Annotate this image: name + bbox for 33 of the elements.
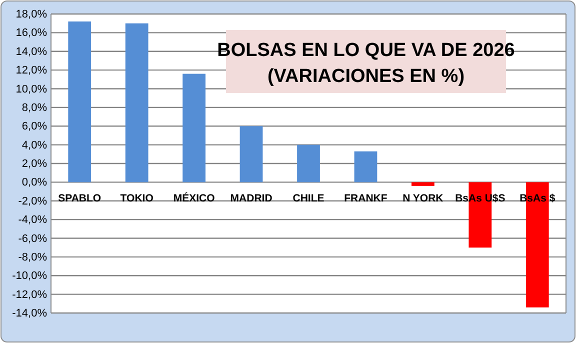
x-tick-label: SPABLO [58,192,102,205]
y-tick-label: -4,0% [18,214,48,226]
y-tick-label: -2,0% [18,195,48,208]
y-tick-label: -6,0% [18,232,48,245]
y-tick-label: 12,0% [16,64,48,77]
y-tick-label: 4,0% [22,139,48,152]
bar [240,126,263,182]
bar [68,21,92,182]
x-tick-label: N YORK [402,192,444,205]
y-tick-label: 6,0% [22,120,48,133]
bar [125,23,148,182]
y-tick-label: 18,0% [16,8,48,21]
y-tick-label: 8,0% [22,102,48,114]
y-tick-label: 16,0% [16,27,48,40]
y-tick-label: 2,0% [22,158,48,170]
y-tick-label: -8,0% [18,251,48,264]
x-tick-label: FRANKF [344,192,388,205]
y-tick-label: -14,0% [12,308,48,320]
bar [182,74,206,182]
x-tick-label: MÉXICO [173,192,215,205]
bar [412,182,434,186]
bar [297,144,320,182]
text: BOLSAS EN LO QUE VA DE 2026 (VARIACIONES EN %) [217,40,515,87]
x-tick-label: TOKIO [120,192,154,205]
y-tick-label: 10,0% [16,83,48,96]
y-tick-label: -12,0% [12,288,48,301]
x-tick-label: BsAs $ [520,192,556,205]
y-tick-label: 14,0% [16,46,48,58]
bar [354,151,378,182]
y-tick-label: -10,0% [12,270,48,282]
y-tick-label: 0,0% [22,176,48,189]
x-tick-label: MADRID [230,192,273,205]
x-tick-label: CHILE [292,192,324,205]
